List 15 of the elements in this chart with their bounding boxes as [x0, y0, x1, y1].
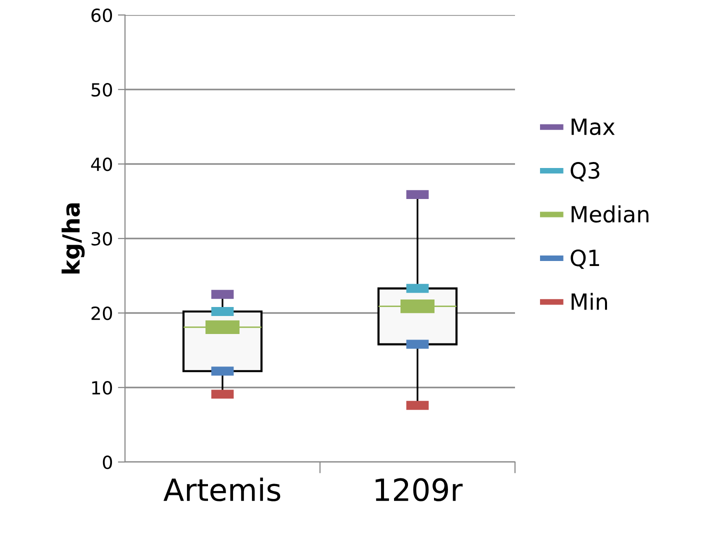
y-tick-label: 60: [91, 8, 112, 22]
y-tick-label: 40: [91, 157, 112, 172]
y-tick-label: 0: [102, 455, 112, 470]
x-tick-label: Artemis: [164, 478, 280, 502]
y-tick-label: 50: [92, 82, 112, 97]
legend-label: Max: [572, 118, 615, 136]
legend-label: Median: [572, 205, 648, 223]
y-tick-label: 30: [92, 232, 112, 246]
y-tick-label: 10: [92, 380, 112, 395]
legend-label: Q1: [570, 250, 600, 269]
legend-label: Q3: [570, 162, 600, 182]
y-tick-label: 20: [92, 306, 112, 320]
x-tick-label: 1209r: [376, 478, 463, 502]
y-axis-title: kg/ha: [62, 203, 85, 274]
legend-label: Min: [572, 292, 608, 310]
